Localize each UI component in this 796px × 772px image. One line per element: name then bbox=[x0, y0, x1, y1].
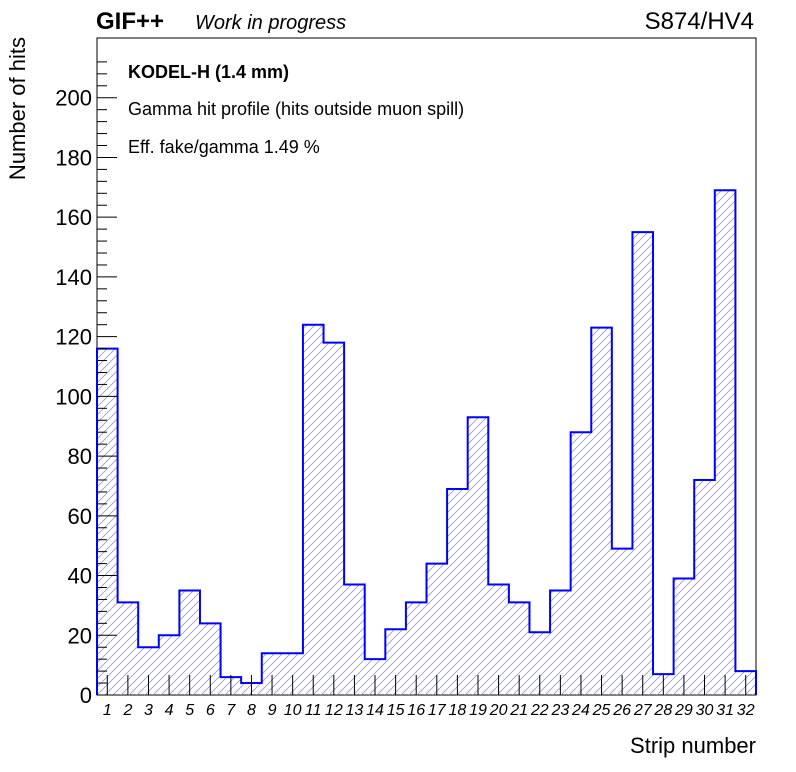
y-tick-label: 120 bbox=[55, 325, 92, 350]
x-tick-label: 30 bbox=[696, 702, 714, 719]
y-tick-label: 40 bbox=[68, 564, 92, 589]
y-tick-label: 140 bbox=[55, 265, 92, 290]
x-tick-label: 22 bbox=[530, 702, 549, 719]
x-tick-label: 28 bbox=[653, 702, 672, 719]
histogram-bar-31 bbox=[714, 190, 736, 695]
run-label: S874/HV4 bbox=[645, 8, 754, 35]
y-tick-label: 60 bbox=[68, 504, 92, 529]
x-tick-label: 27 bbox=[633, 702, 653, 719]
histogram-bar-3 bbox=[138, 647, 160, 695]
histogram-bar-21 bbox=[508, 602, 530, 695]
histogram-bar-19 bbox=[467, 417, 489, 695]
histogram-bar-20 bbox=[488, 584, 510, 695]
x-tick-label: 16 bbox=[407, 702, 425, 719]
x-tick-label: 7 bbox=[226, 702, 236, 719]
histogram-bar-13 bbox=[344, 584, 366, 695]
x-tick-label: 29 bbox=[674, 702, 693, 719]
x-tick-label: 8 bbox=[247, 702, 256, 719]
x-tick-label: 19 bbox=[469, 702, 487, 719]
status-label: Work in progress bbox=[195, 12, 346, 34]
y-tick-label: 100 bbox=[55, 384, 92, 409]
histogram-bar-2 bbox=[117, 602, 139, 695]
x-tick-label: 5 bbox=[185, 702, 194, 719]
histogram-bar-17 bbox=[426, 563, 448, 695]
x-axis: 1 2 3 4 5 6 7 8 9 10 11 12 13 14 15 16 17 18 19 20 21 22 23 24 2… bbox=[103, 675, 755, 719]
histogram-bar-16 bbox=[405, 602, 427, 695]
y-axis: 0 20 40 60 80 100 120 140 160 180 200 bbox=[55, 61, 117, 708]
histogram-bar-24 bbox=[570, 432, 592, 695]
y-tick-label: 0 bbox=[80, 683, 92, 708]
histogram-bar-11 bbox=[302, 324, 324, 695]
x-tick-label: 18 bbox=[448, 702, 466, 719]
histogram-bar-27 bbox=[632, 232, 654, 695]
y-tick-label: 80 bbox=[68, 444, 92, 469]
x-tick-label: 14 bbox=[366, 702, 384, 719]
y-tick-label: 200 bbox=[55, 86, 92, 111]
histogram-bar-18 bbox=[447, 488, 468, 695]
x-tick-label: 17 bbox=[428, 702, 447, 719]
experiment-label: GIF++ bbox=[96, 8, 164, 35]
x-tick-label: 1 bbox=[103, 702, 112, 719]
histogram-bar-15 bbox=[385, 629, 407, 695]
description-label: Gamma hit profile (hits outside muon spi… bbox=[128, 99, 464, 119]
histogram-bar-23 bbox=[550, 590, 571, 695]
x-tick-label: 21 bbox=[509, 702, 528, 719]
x-tick-label: 3 bbox=[144, 702, 153, 719]
x-tick-label: 31 bbox=[716, 702, 734, 719]
histogram-fill bbox=[97, 190, 757, 695]
histogram-bar-22 bbox=[529, 632, 551, 695]
y-axis-title: Number of hits bbox=[5, 37, 30, 180]
x-tick-label: 24 bbox=[571, 702, 590, 719]
x-tick-label: 4 bbox=[165, 702, 174, 719]
x-tick-label: 20 bbox=[489, 702, 508, 719]
x-tick-label: 15 bbox=[387, 702, 405, 719]
histogram-bar-12 bbox=[323, 342, 345, 695]
x-tick-label: 2 bbox=[122, 702, 132, 719]
y-tick-label: 180 bbox=[55, 145, 92, 170]
histogram-bar-5 bbox=[179, 590, 201, 695]
x-tick-label: 10 bbox=[284, 702, 302, 719]
histogram-bar-4 bbox=[158, 635, 180, 695]
x-tick-label: 25 bbox=[592, 702, 611, 719]
y-tick-label: 160 bbox=[55, 205, 92, 230]
x-tick-label: 9 bbox=[268, 702, 277, 719]
histogram-bar-30 bbox=[694, 479, 716, 695]
histogram-bar-6 bbox=[199, 623, 221, 695]
y-tick-label: 20 bbox=[68, 623, 92, 648]
histogram-bar-9 bbox=[261, 653, 283, 695]
histogram-bar-26 bbox=[611, 548, 633, 695]
x-tick-label: 13 bbox=[346, 702, 364, 719]
efficiency-label: Eff. fake/gamma 1.49 % bbox=[128, 137, 320, 157]
histogram-bar-25 bbox=[591, 327, 613, 695]
x-tick-label: 11 bbox=[305, 702, 322, 719]
x-tick-label: 23 bbox=[550, 702, 569, 719]
histogram-bar-29 bbox=[673, 578, 695, 695]
histogram-outline bbox=[96, 189, 757, 695]
x-tick-label: 6 bbox=[206, 702, 215, 719]
detector-label: KODEL-H (1.4 mm) bbox=[128, 62, 289, 82]
x-axis-title: Strip number bbox=[630, 733, 756, 758]
x-tick-label: 12 bbox=[325, 702, 343, 719]
histogram-bar-1 bbox=[97, 348, 118, 695]
histogram-bar-10 bbox=[282, 653, 304, 695]
x-tick-label: 26 bbox=[612, 702, 631, 719]
x-tick-label: 32 bbox=[737, 702, 755, 719]
